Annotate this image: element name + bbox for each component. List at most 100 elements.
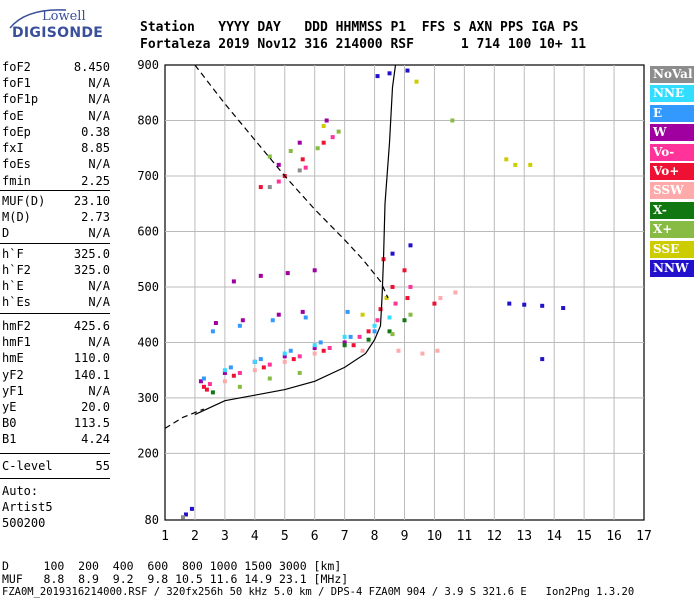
data-point (300, 309, 305, 314)
data-point (198, 379, 203, 384)
data-point (183, 512, 188, 517)
data-point (222, 368, 227, 373)
data-point (237, 370, 242, 375)
data-point (450, 118, 455, 123)
data-point (390, 284, 395, 289)
data-point (396, 348, 401, 353)
data-point (405, 296, 410, 301)
data-point (318, 340, 323, 345)
data-point (231, 373, 236, 378)
data-point (312, 345, 317, 350)
data-point (342, 334, 347, 339)
data-point (414, 79, 419, 84)
param-value: 113.5 (73, 416, 110, 430)
param-name: hmF1 (2, 335, 31, 349)
footer-muf: MUF 8.8 8.9 9.2 9.8 10.5 11.6 14.9 23.1 … (2, 572, 349, 586)
data-point (327, 345, 332, 350)
data-point (252, 368, 257, 373)
data-point (435, 348, 440, 353)
y-tick-label: 600 (137, 224, 159, 238)
data-point (213, 321, 218, 326)
data-point (372, 329, 377, 334)
data-point (540, 303, 545, 308)
param-name: C-level (2, 459, 53, 473)
data-point (366, 337, 371, 342)
data-point (312, 268, 317, 273)
param-name: fmin (2, 174, 31, 188)
legend-item: Vo- (650, 143, 694, 161)
data-point (312, 351, 317, 356)
data-point (303, 165, 308, 170)
legend-item: NNE (650, 85, 694, 103)
data-point (324, 118, 329, 123)
param-name: h`F (2, 247, 24, 261)
param-value: 8.450 (73, 60, 110, 74)
data-point (420, 351, 425, 356)
data-point (387, 71, 392, 76)
param-value: 2.73 (81, 210, 110, 224)
data-point (276, 312, 281, 317)
param-name: B0 (2, 416, 17, 430)
param-value: 0.38 (81, 125, 110, 139)
dashed-profile-line (194, 64, 389, 299)
param-value: N/A (88, 295, 110, 309)
data-point (252, 359, 257, 364)
param-name: fxI (2, 141, 24, 155)
param-name: h`Es (2, 295, 31, 309)
logo-line1: Lowell (42, 9, 86, 24)
data-point (222, 379, 227, 384)
x-tick-label: 8 (371, 529, 379, 544)
x-tick-label: 16 (606, 529, 622, 544)
param-name: foF1p (2, 92, 39, 106)
separator-line (0, 243, 110, 244)
data-point (360, 348, 365, 353)
separator-line (0, 478, 110, 479)
param-name: yF1 (2, 384, 24, 398)
data-point (387, 315, 392, 320)
auto-label: Auto: (2, 484, 39, 498)
x-tick-label: 4 (251, 529, 259, 544)
data-point (201, 376, 206, 381)
legend-item: Vo+ (650, 163, 694, 180)
data-point (540, 357, 545, 362)
param-name: hmE (2, 351, 24, 365)
y-tick-label: 700 (137, 169, 159, 183)
data-point (522, 302, 527, 307)
param-name: foF1 (2, 76, 31, 90)
data-point (375, 74, 380, 79)
data-point (276, 179, 281, 184)
data-point (204, 387, 209, 392)
logo-swoosh-icon (9, 9, 67, 29)
data-point (258, 357, 263, 362)
data-point (285, 271, 290, 276)
x-tick-label: 13 (516, 529, 532, 544)
x-tick-label: 9 (401, 529, 409, 544)
data-point (336, 129, 341, 134)
data-point (387, 329, 392, 334)
data-point (513, 162, 518, 167)
data-point (360, 312, 365, 317)
x-tick-label: 11 (457, 529, 473, 544)
data-point (207, 382, 212, 387)
data-point (297, 140, 302, 145)
data-point (357, 334, 362, 339)
legend-item: E (650, 104, 694, 122)
data-point (237, 323, 242, 328)
y-tick-label: 500 (137, 280, 159, 294)
data-point (282, 354, 287, 359)
data-point (282, 359, 287, 364)
data-point (405, 68, 410, 73)
data-point (393, 301, 398, 306)
data-point (231, 279, 236, 284)
param-name: hmF2 (2, 319, 31, 333)
data-point (270, 318, 275, 323)
footer-distance: D 100 200 400 600 800 1000 1500 3000 [km… (2, 559, 342, 573)
data-point (378, 307, 383, 312)
x-tick-label: 1 (161, 529, 169, 544)
x-tick-label: 5 (281, 529, 289, 544)
logo-line2: DIGISONDE (12, 25, 104, 41)
legend-item: NoVal (650, 66, 694, 83)
data-point (390, 332, 395, 337)
data-point (408, 243, 413, 248)
param-name: foEs (2, 157, 31, 171)
